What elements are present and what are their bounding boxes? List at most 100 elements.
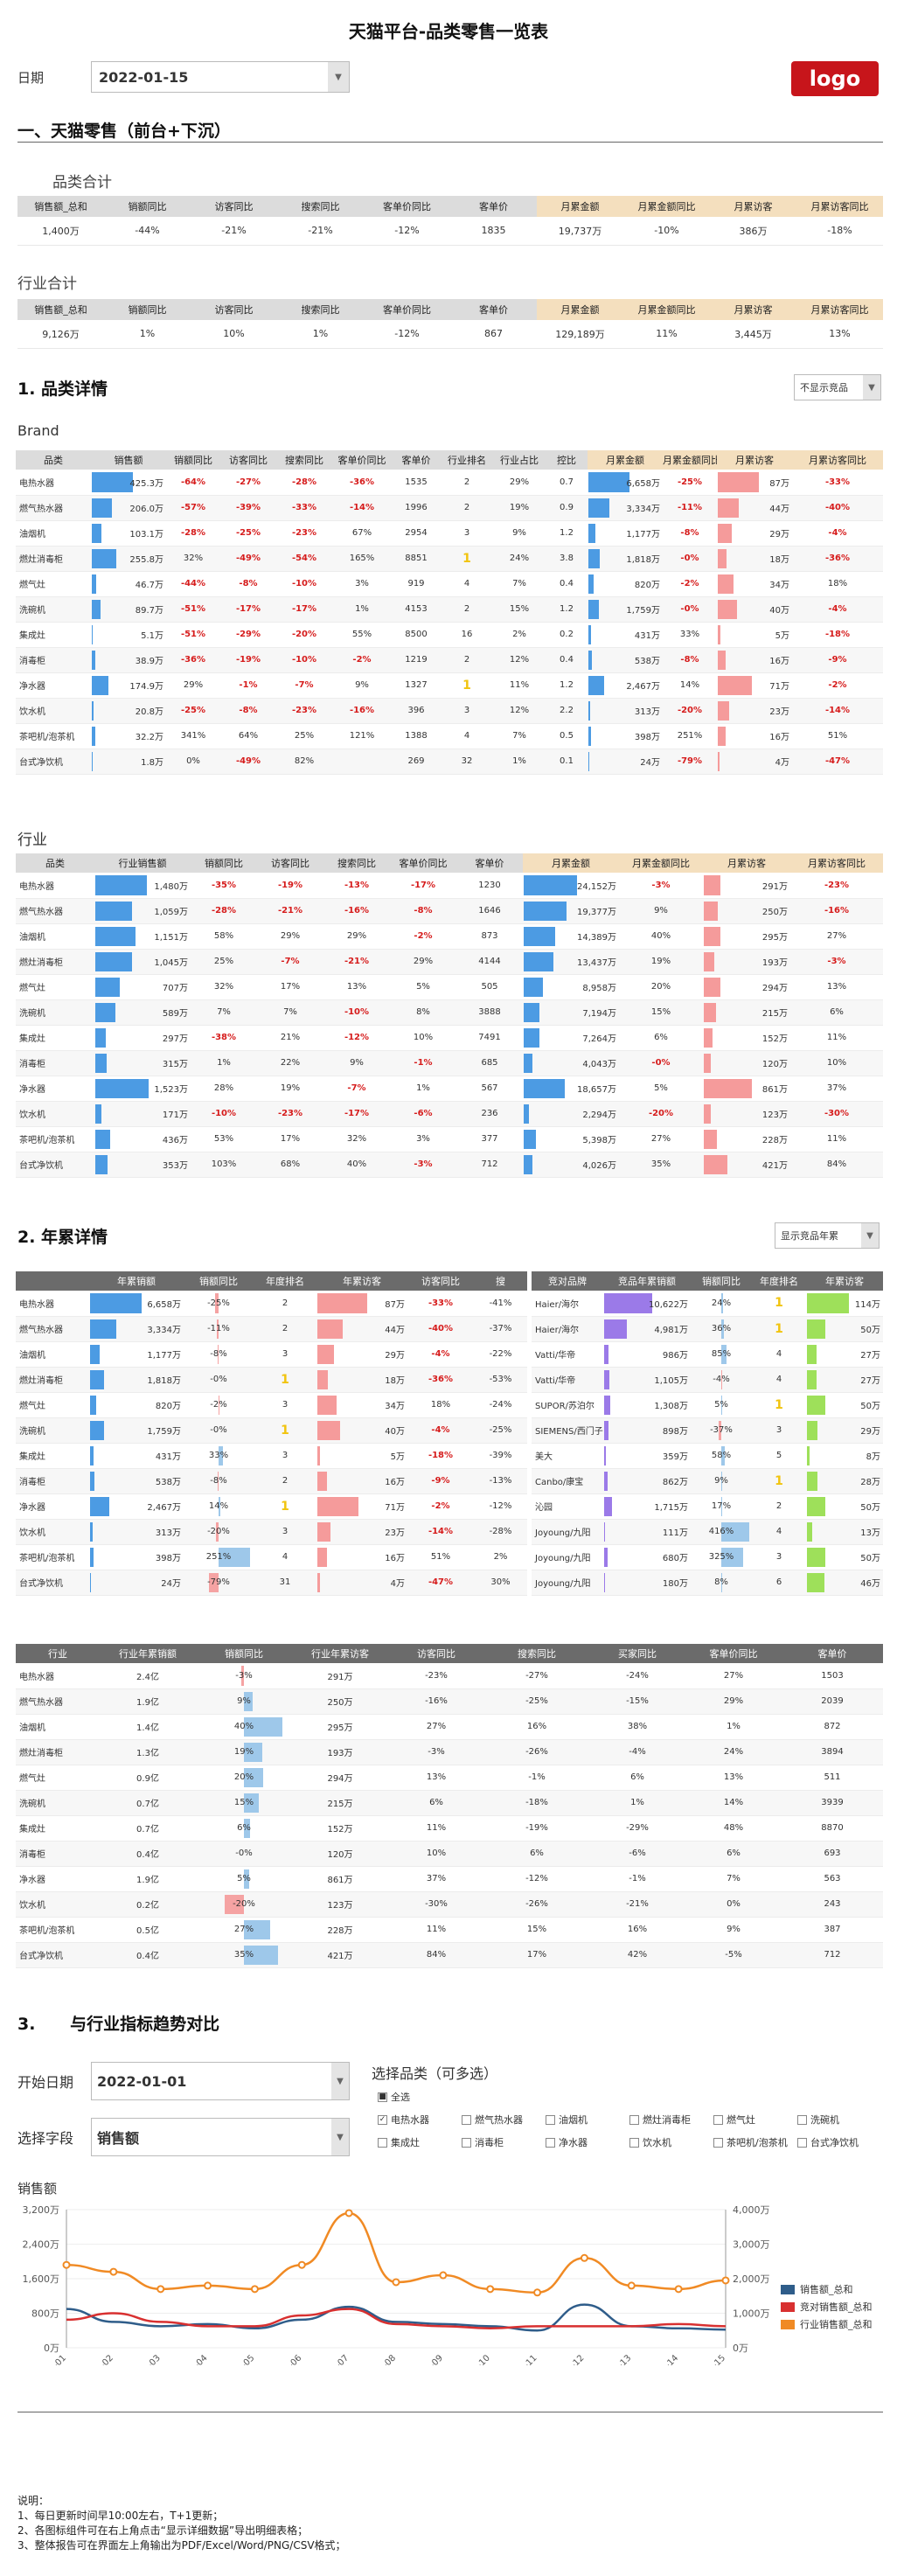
- category-checkbox[interactable]: 消毒柜: [462, 2135, 504, 2149]
- cell-value: 6,658万: [626, 478, 660, 489]
- column-header: 客单价: [456, 853, 523, 873]
- start-date-label: 开始日期: [17, 2074, 74, 2091]
- select-all-checkbox[interactable]: ■ 全选: [378, 2090, 410, 2104]
- row-label: 油烟机: [16, 923, 94, 950]
- category-checkbox[interactable]: 油烟机: [546, 2113, 588, 2127]
- date-select[interactable]: 2022-01-15 ▼: [91, 61, 350, 93]
- cell: 0.7亿: [100, 1815, 196, 1841]
- category-checkbox[interactable]: 饮水机: [629, 2135, 671, 2149]
- category-checkbox[interactable]: ✓ 电热水器: [378, 2113, 429, 2127]
- table-row: 燃气热水器 206.0万 -57% -39% -33% -14% 1996 2 19% 0.9 3,…: [16, 495, 883, 521]
- start-date-select[interactable]: 2022-01-01 ▼: [91, 2062, 350, 2100]
- cell: 4: [441, 571, 493, 597]
- cell-value: 898万: [662, 1427, 688, 1437]
- column-header: 品类: [16, 450, 91, 470]
- cell: 0.9: [546, 495, 588, 521]
- cell-value: 820万: [634, 581, 660, 590]
- cell-value: 16万: [769, 733, 789, 742]
- cell-value: 消毒柜: [19, 1478, 45, 1487]
- ratio-bar: [244, 1793, 259, 1813]
- annual-competitor-select[interactable]: 显示竞品年累 ▼: [775, 1222, 880, 1249]
- column-header: 月累金额: [537, 196, 623, 217]
- cell-value: 29%: [413, 957, 434, 966]
- cell: -8%: [220, 698, 276, 724]
- checkbox-icon[interactable]: [713, 2137, 723, 2148]
- cell: 589万: [94, 999, 191, 1026]
- category-checkbox[interactable]: 净水器: [546, 2135, 588, 2149]
- cell-value: -36%: [349, 477, 375, 487]
- value-bar: [317, 1496, 358, 1516]
- cell-value: 燃气灶: [19, 1774, 45, 1784]
- cell: 29%: [685, 1688, 782, 1715]
- legend-swatch: [781, 2301, 795, 2312]
- cell: 27%: [388, 1714, 484, 1740]
- checkbox-icon[interactable]: [797, 2114, 807, 2125]
- cell-value: 861万: [761, 1085, 788, 1095]
- table-row: 油烟机 1.4亿 40% 295万 27% 16% 38% 1% 872: [16, 1714, 883, 1740]
- ratio-bar: [217, 1344, 219, 1364]
- checkbox-icon[interactable]: [378, 2137, 387, 2148]
- cell: -11%: [184, 1316, 254, 1342]
- cell-value: Vatti/华帝: [535, 1376, 576, 1386]
- checkbox-icon[interactable]: [546, 2137, 555, 2148]
- chevron-down-icon[interactable]: ▼: [863, 375, 880, 400]
- table-row: 消毒柜 315万 1% 22% 9% -1% 685 4,043万 -0% 120万 10%: [16, 1050, 883, 1076]
- category-checkbox[interactable]: 燃气灶: [713, 2113, 755, 2127]
- cell-value: 152万: [327, 1825, 353, 1835]
- cell-value: -28%: [180, 528, 206, 538]
- cell-value: -23%: [824, 880, 850, 890]
- cell: -6%: [589, 1841, 685, 1867]
- value-bar: [317, 1369, 328, 1389]
- cell-value: -41%: [489, 1298, 512, 1308]
- cell-value: 538万: [155, 1478, 181, 1487]
- cell: -11%: [663, 495, 717, 521]
- value-bar: [90, 1521, 93, 1542]
- cell-value: 1%: [727, 1722, 741, 1731]
- cell: -21%: [257, 898, 323, 924]
- cell-value: 255.8万: [129, 555, 163, 565]
- cell: 6,658万: [89, 1291, 184, 1317]
- checkbox-icon[interactable]: [629, 2137, 639, 2148]
- checkbox-icon[interactable]: ■: [378, 2092, 387, 2102]
- cell-value: 15%: [650, 1007, 671, 1017]
- chevron-down-icon[interactable]: ▼: [861, 1223, 879, 1248]
- value-bar: [588, 751, 589, 771]
- checkbox-icon[interactable]: [462, 2114, 471, 2125]
- cell: 32%: [191, 974, 257, 1000]
- row-label: Vatti/华帝: [532, 1367, 603, 1393]
- cell-value: 33%: [679, 630, 700, 639]
- cell-value: 8870: [821, 1823, 844, 1833]
- cell: 1%: [390, 1076, 456, 1102]
- checkbox-icon[interactable]: [546, 2114, 555, 2125]
- cell-value: 14,389万: [577, 933, 616, 943]
- cell: 19%: [493, 495, 546, 521]
- chevron-down-icon[interactable]: ▼: [331, 2119, 349, 2155]
- checkbox-icon[interactable]: ✓: [378, 2114, 387, 2125]
- checkbox-icon[interactable]: [797, 2137, 807, 2148]
- data-point: [297, 2260, 306, 2269]
- chevron-down-icon[interactable]: ▼: [331, 2063, 349, 2099]
- chevron-down-icon[interactable]: ▼: [328, 62, 349, 92]
- cell-value: 10%: [426, 1848, 447, 1858]
- competitor-filter-select[interactable]: 不显示竞品 ▼: [794, 374, 881, 400]
- category-checkbox[interactable]: 集成灶: [378, 2135, 420, 2149]
- category-checkbox[interactable]: 燃气热水器: [462, 2113, 523, 2127]
- cell-value: 4,026万: [582, 1161, 616, 1171]
- category-checkbox[interactable]: 台式净饮机: [797, 2135, 859, 2149]
- value-bar: [718, 650, 726, 670]
- category-checkbox[interactable]: 茶吧机/泡茶机: [713, 2135, 788, 2149]
- cell-value: 7%: [217, 1007, 231, 1017]
- cell-value: 1535: [405, 477, 428, 487]
- cell-value: 7491: [478, 1033, 501, 1042]
- checkbox-icon[interactable]: [713, 2114, 723, 2125]
- cell: -24%: [589, 1663, 685, 1689]
- column-header: 客单价: [392, 450, 441, 470]
- data-point: [344, 2209, 353, 2217]
- category-checkbox[interactable]: 燃灶消毒柜: [629, 2113, 691, 2127]
- cell-value: 28万: [860, 1478, 880, 1487]
- field-select[interactable]: 销售额 ▼: [91, 2118, 350, 2156]
- category-checkbox[interactable]: 洗碗机: [797, 2113, 839, 2127]
- cell-value: -25%: [489, 1425, 512, 1435]
- checkbox-icon[interactable]: [462, 2137, 471, 2148]
- checkbox-icon[interactable]: [629, 2114, 639, 2125]
